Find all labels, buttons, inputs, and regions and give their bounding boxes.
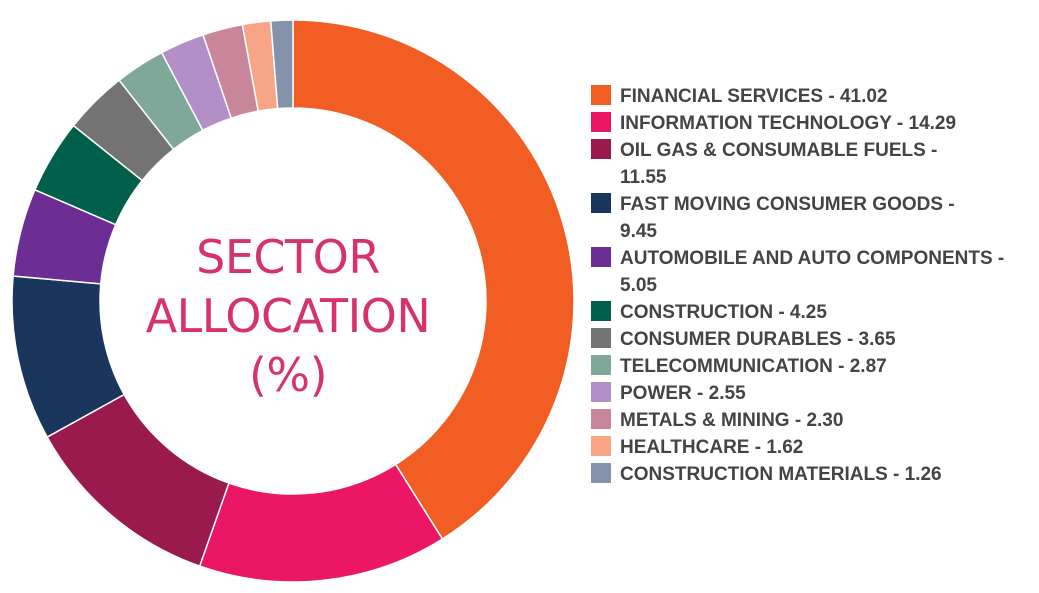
legend-item: AUTOMOBILE AND AUTO COMPONENTS - 5.05 xyxy=(591,245,1037,299)
legend-item: INFORMATION TECHNOLOGY - 14.29 xyxy=(591,110,1037,137)
legend-swatch xyxy=(591,355,611,375)
center-title-line-2: ALLOCATION xyxy=(145,289,431,343)
legend-item: TELECOMMUNICATION - 2.87 xyxy=(591,353,1037,380)
legend-item: POWER - 2.55 xyxy=(591,380,1037,407)
donut-slice-11 xyxy=(269,19,294,110)
legend-swatch xyxy=(591,139,611,159)
donut-slice-0 xyxy=(292,19,575,541)
legend-label: AUTOMOBILE AND AUTO COMPONENTS - 5.05 xyxy=(620,248,1005,296)
legend-item: CONSUMER DURABLES - 3.65 xyxy=(591,326,1037,353)
legend-label: CONSTRUCTION - 4.25 xyxy=(620,302,827,323)
legend-swatch xyxy=(591,193,611,213)
legend-item: METALS & MINING - 2.30 xyxy=(591,407,1037,434)
legend-label: HEALTHCARE - 1.62 xyxy=(620,437,804,458)
legend-label: FAST MOVING CONSUMER GOODS - 9.45 xyxy=(620,194,955,242)
legend-item: FAST MOVING CONSUMER GOODS - 9.45 xyxy=(591,191,1037,245)
legend-item: FINANCIAL SERVICES - 41.02 xyxy=(591,83,1037,110)
legend-label: TELECOMMUNICATION - 2.87 xyxy=(620,356,887,377)
legend-item: CONSTRUCTION - 4.25 xyxy=(591,299,1037,326)
legend-label: INFORMATION TECHNOLOGY - 14.29 xyxy=(620,113,957,134)
legend-item: OIL GAS & CONSUMABLE FUELS - 11.55 xyxy=(591,137,1037,191)
legend-swatch xyxy=(591,112,611,132)
legend-swatch xyxy=(591,463,611,483)
chart-legend: FINANCIAL SERVICES - 41.02 INFORMATION T… xyxy=(591,83,1037,488)
legend-swatch xyxy=(591,247,611,267)
legend-swatch xyxy=(591,85,611,105)
legend-swatch xyxy=(591,409,611,429)
legend-swatch xyxy=(591,436,611,456)
legend-label: OIL GAS & CONSUMABLE FUELS - 11.55 xyxy=(620,140,938,188)
legend-item: CONSTRUCTION MATERIALS - 1.26 xyxy=(591,461,1037,488)
legend-swatch xyxy=(591,301,611,321)
donut-slice-1 xyxy=(198,463,444,583)
legend-label: CONSTRUCTION MATERIALS - 1.26 xyxy=(620,464,942,485)
legend-item: HEALTHCARE - 1.62 xyxy=(591,434,1037,461)
legend-swatch xyxy=(591,328,611,348)
legend-label: FINANCIAL SERVICES - 41.02 xyxy=(620,86,888,107)
center-title-line-3: (%) xyxy=(248,348,328,402)
chart-center-title: SECTOR ALLOCATION (%) xyxy=(118,228,458,405)
center-title-line-1: SECTOR xyxy=(196,230,380,284)
legend-label: POWER - 2.55 xyxy=(620,383,746,404)
legend-label: METALS & MINING - 2.30 xyxy=(620,410,844,431)
legend-swatch xyxy=(591,382,611,402)
legend-label: CONSUMER DURABLES - 3.65 xyxy=(620,329,896,350)
